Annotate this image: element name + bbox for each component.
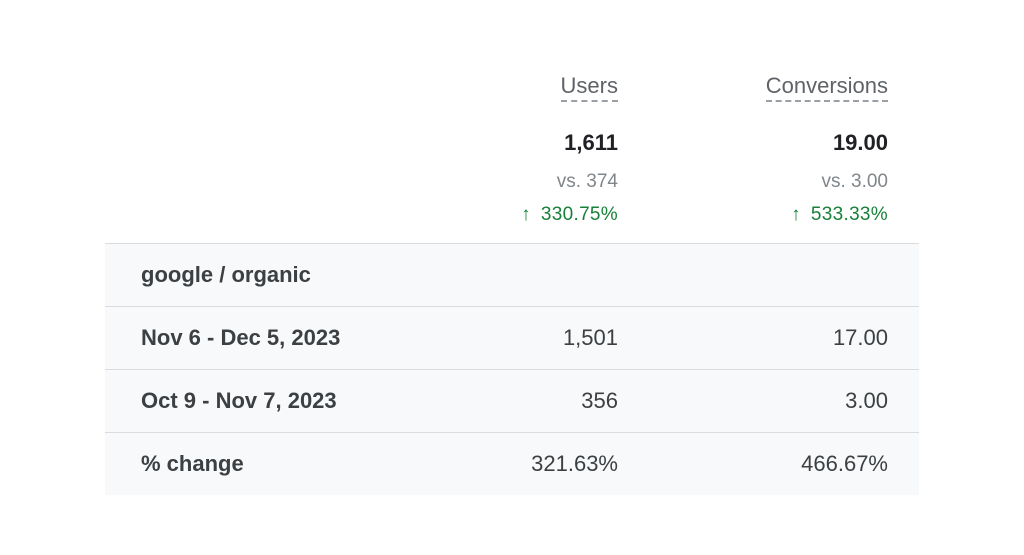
users-total-change: ↑ 330.75% [521,204,618,226]
row-users-value: 321.63% [531,451,618,476]
row-conversions-value: 17.00 [832,325,888,350]
comparison-report: Users Conversions 1,611 vs. 374 ↑ 330.75%… [105,0,919,555]
conversions-total-change-value: 533.33% [810,204,888,225]
column-header-conversions[interactable]: Conversions [765,72,888,102]
conversions-total-comparison: vs. 3.00 [821,171,888,192]
row-label: Nov 6 - Dec 5, 2023 [141,325,341,350]
arrow-up-icon: ↑ [521,204,531,225]
row-label: % change [141,451,244,476]
table-row-dimension: google / organic [105,244,919,307]
table-row-previous-period: Oct 9 - Nov 7, 2023 356 3.00 [105,370,919,433]
arrow-up-icon: ↑ [791,204,801,225]
data-table: google / organic Nov 6 - Dec 5, 2023 1,5… [105,243,919,495]
table-row-percent-change: % change 321.63% 466.67% [105,433,919,496]
column-header-users-label[interactable]: Users [560,73,618,102]
row-label: Oct 9 - Nov 7, 2023 [141,388,337,413]
column-header-users[interactable]: Users [560,72,618,102]
row-users-value: 1,501 [562,325,618,350]
users-total-value: 1,611 [564,130,618,155]
row-label: google / organic [141,262,311,287]
users-total-comparison: vs. 374 [556,171,618,192]
conversions-total-value: 19.00 [832,130,888,155]
column-header-conversions-label[interactable]: Conversions [765,73,888,102]
row-users-value: 356 [581,388,618,413]
row-conversions-value: 3.00 [845,388,888,413]
table-row-current-period: Nov 6 - Dec 5, 2023 1,501 17.00 [105,307,919,370]
row-conversions-value: 466.67% [801,451,888,476]
users-total-change-value: 330.75% [540,204,618,225]
conversions-total-change: ↑ 533.33% [791,204,888,226]
